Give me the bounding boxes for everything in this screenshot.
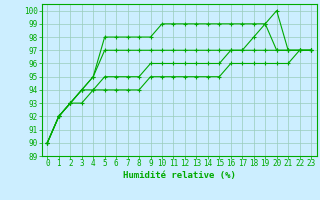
X-axis label: Humidité relative (%): Humidité relative (%) xyxy=(123,171,236,180)
